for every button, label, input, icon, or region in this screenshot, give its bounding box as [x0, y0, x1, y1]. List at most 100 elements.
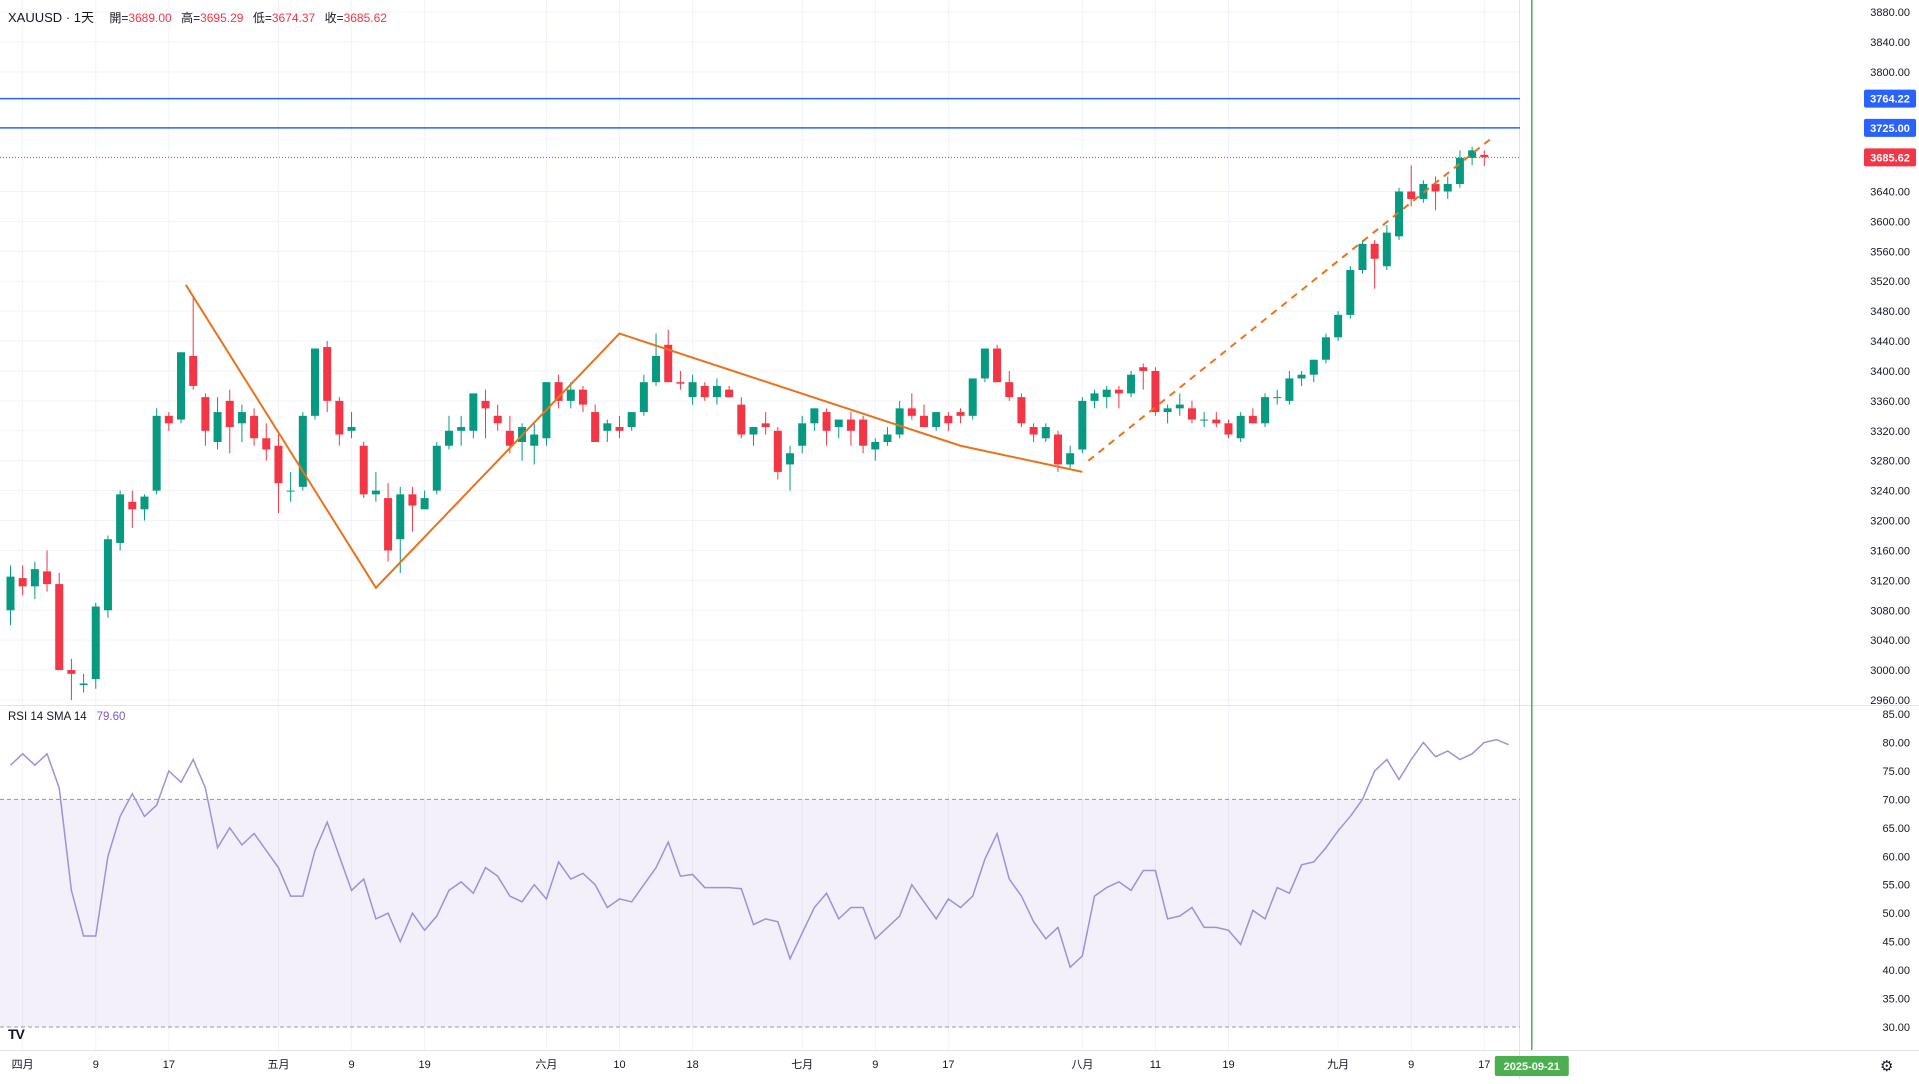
price-label-text: 3725.00 [1870, 123, 1910, 135]
candle [859, 415, 868, 454]
price-tick-label: 3000.00 [1870, 665, 1910, 677]
candle [225, 389, 234, 454]
candle [1346, 266, 1355, 319]
candle-body [18, 578, 27, 587]
price-label-text: 3685.62 [1870, 152, 1910, 164]
candle [652, 333, 661, 386]
trend-projection-line[interactable] [1087, 138, 1491, 462]
candle [1005, 370, 1014, 401]
candle [1261, 393, 1270, 428]
time-tick-label: 17 [163, 1059, 175, 1071]
candle [1407, 165, 1416, 207]
time-tick-label: 10 [613, 1059, 625, 1071]
tradingview-logo-icon[interactable]: TV [8, 1026, 25, 1042]
price-tick-label: 3520.00 [1870, 276, 1910, 288]
candle [189, 296, 198, 390]
candle-body [834, 419, 843, 428]
candle-body [371, 490, 380, 495]
candle-body [103, 539, 112, 611]
candle-body [773, 430, 782, 472]
candle-body [871, 442, 880, 450]
candle [1163, 404, 1172, 424]
candle-body [505, 430, 514, 446]
candle-body [1346, 270, 1355, 315]
horizontal-lines-layer[interactable] [0, 97, 1520, 158]
candle-body [432, 445, 441, 491]
candle [30, 561, 39, 600]
candle [1224, 419, 1233, 439]
candle [1078, 397, 1087, 454]
candle [128, 490, 137, 528]
time-tick-label: 19 [418, 1059, 430, 1071]
price-tick-label: 3880.00 [1870, 7, 1910, 19]
candle [79, 673, 88, 693]
time-tick-label: 18 [686, 1059, 698, 1071]
price-label-box[interactable] [1864, 148, 1916, 167]
rsi-tick-label: 80.00 [1882, 737, 1910, 749]
price-label-box[interactable] [1864, 89, 1916, 108]
candle-body [396, 494, 405, 540]
price-label-box[interactable] [1864, 118, 1916, 137]
price-tick-label: 3120.00 [1870, 575, 1910, 587]
price-tick-label: 3800.00 [1870, 67, 1910, 79]
candle-body [944, 415, 953, 424]
candle-body [627, 412, 636, 428]
rsi-legend[interactable]: RSI 14 SMA 14 79.60 [8, 711, 125, 723]
candle-body [1285, 378, 1294, 401]
candle-body [1468, 150, 1477, 158]
candle [676, 370, 685, 390]
candle [6, 565, 15, 626]
candle [103, 535, 112, 618]
candle-body [1297, 374, 1306, 379]
candle [1480, 150, 1489, 167]
rsi-tick-label: 40.00 [1882, 965, 1910, 977]
candle [311, 348, 319, 420]
pattern-layer[interactable] [185, 0, 1533, 1050]
rsi-tick-label: 45.00 [1882, 937, 1910, 949]
candle-body [177, 352, 186, 420]
candle [786, 445, 795, 491]
candle [469, 393, 478, 439]
zigzag-pattern-line[interactable] [185, 284, 1083, 590]
candle-body [737, 404, 746, 435]
candle-body [116, 494, 125, 543]
candle [274, 434, 283, 514]
candle-body [408, 494, 417, 506]
gear-icon[interactable]: ⚙ [1880, 1058, 1894, 1075]
candle-body [1334, 314, 1343, 338]
axis-layer[interactable]: 3880.00 3840.00 3800.00 3640.00 3600.00 3560.… [12, 7, 1916, 1076]
candle-body [30, 569, 39, 587]
candle [907, 393, 916, 420]
price-tick-label: 3160.00 [1870, 545, 1910, 557]
price-tick-label: 3600.00 [1870, 216, 1910, 228]
candle [822, 408, 831, 446]
candle-body [1005, 382, 1014, 398]
price-tick-label: 3320.00 [1870, 426, 1910, 438]
date-label-box[interactable] [1494, 1056, 1569, 1076]
candle-body [1114, 389, 1123, 394]
time-tick-label: 八月 [1071, 1059, 1093, 1071]
candle [298, 412, 307, 491]
candle [347, 412, 356, 439]
candle-body [1224, 423, 1233, 435]
candle [737, 397, 746, 439]
candle-body [639, 382, 648, 413]
price-tick-label: 2960.00 [1870, 695, 1910, 707]
candle [384, 483, 393, 562]
candle-body [6, 576, 15, 611]
candle [457, 415, 466, 446]
price-tick-label: 3040.00 [1870, 635, 1910, 647]
candle-body [286, 490, 295, 492]
candle-body [152, 415, 161, 491]
candle [396, 486, 405, 573]
rsi-line [9, 738, 1509, 969]
candle-body [1443, 184, 1452, 192]
candle-body [810, 408, 819, 424]
candle-body [846, 419, 855, 431]
candle-body [786, 453, 795, 465]
candle [1468, 146, 1477, 166]
candle-body [652, 356, 661, 383]
time-tick-label: 17 [1478, 1059, 1490, 1071]
